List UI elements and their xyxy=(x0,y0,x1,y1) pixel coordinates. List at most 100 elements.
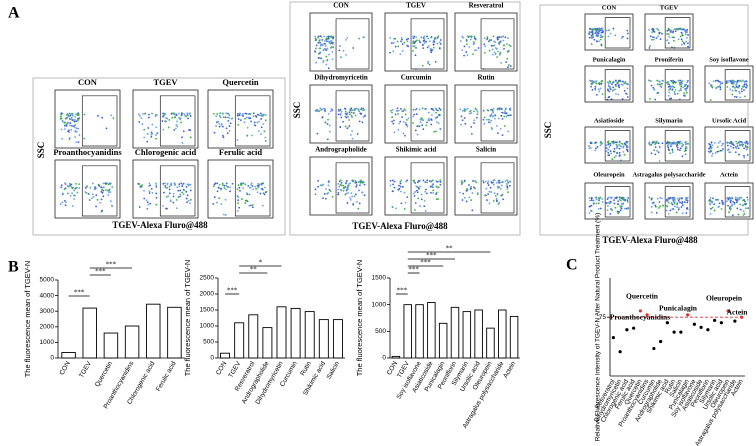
flow-dot xyxy=(685,88,687,90)
y-tick-label: 1000 xyxy=(40,339,55,346)
flow-dot xyxy=(187,184,190,187)
flow-dot xyxy=(676,202,679,205)
flow-dot xyxy=(344,110,347,113)
flow-dot xyxy=(345,113,348,116)
flow-dot xyxy=(679,82,682,85)
flow-dot xyxy=(100,210,103,213)
flow-dot xyxy=(355,107,358,110)
flow-dot xyxy=(147,203,150,206)
flow-dot xyxy=(670,86,672,89)
y-tick-label: 2500 xyxy=(200,275,215,282)
flow-dot xyxy=(612,86,615,89)
flow-dot xyxy=(488,190,491,193)
plot-title: Actein xyxy=(720,171,738,178)
y-tick-label: 0 xyxy=(210,355,214,362)
flow-dot xyxy=(509,114,512,117)
flow-dot xyxy=(607,151,610,154)
flow-dot xyxy=(613,202,616,205)
flow-dot xyxy=(437,109,439,112)
flow-dot xyxy=(731,204,733,207)
flow-dot xyxy=(253,121,256,124)
flow-dot xyxy=(432,109,435,112)
flow-dot xyxy=(77,127,80,130)
flow-dot xyxy=(340,56,342,59)
flow-dot xyxy=(74,115,77,118)
bar xyxy=(438,322,448,359)
flow-dot xyxy=(111,186,114,188)
flow-dot xyxy=(356,200,358,203)
flow-dot xyxy=(327,37,330,40)
flow-dot xyxy=(743,89,745,92)
flow-dot xyxy=(435,117,437,120)
flow-dot xyxy=(685,91,688,94)
flow-dot xyxy=(330,107,333,110)
flow-dot xyxy=(667,42,670,45)
flow-dot xyxy=(648,29,650,31)
flow-dot xyxy=(414,190,417,193)
bar xyxy=(474,309,483,359)
flow-dot xyxy=(648,141,651,144)
flow-dot xyxy=(656,79,659,82)
flow-dot xyxy=(168,119,171,121)
flow-dot xyxy=(726,144,729,147)
flow-dot xyxy=(314,47,317,50)
flow-dot xyxy=(142,113,144,115)
flow-dot xyxy=(494,41,497,44)
flow-dot xyxy=(413,192,415,195)
gate xyxy=(480,18,515,70)
flow-dot xyxy=(661,197,663,200)
flow-dot xyxy=(684,29,686,32)
flow-dot xyxy=(436,180,438,183)
flow-dot xyxy=(419,185,421,188)
flow-dot xyxy=(680,31,683,34)
flow-dot xyxy=(421,64,424,67)
flow-dot xyxy=(601,79,604,82)
flow-dot xyxy=(673,86,676,89)
flow-dot xyxy=(412,108,415,111)
flow-dot xyxy=(404,134,406,137)
flow-dot xyxy=(683,42,686,45)
gate xyxy=(604,130,631,162)
flow-dot xyxy=(483,43,486,46)
sig-label: *** xyxy=(420,259,431,267)
flow-dot xyxy=(322,183,325,186)
flow-dot xyxy=(416,181,419,184)
flow-dot xyxy=(430,191,432,194)
flow-dot xyxy=(596,29,599,32)
flow-dot xyxy=(738,198,741,201)
flow-dot xyxy=(468,112,471,115)
flow-dot xyxy=(685,89,688,92)
flow-dot xyxy=(320,57,322,60)
flow-dot xyxy=(679,142,681,145)
flow-dot xyxy=(392,190,394,193)
flow-dot xyxy=(671,88,674,91)
flow-dot xyxy=(470,35,472,38)
flow-dot xyxy=(351,116,353,118)
flow-dot xyxy=(473,122,476,125)
flow-dot xyxy=(261,113,264,116)
flow-dot xyxy=(68,112,71,115)
flow-dot xyxy=(322,60,325,62)
flow-dot xyxy=(346,202,349,204)
flow-dot xyxy=(166,186,169,189)
flow-dot xyxy=(734,146,737,148)
flow-dot xyxy=(358,189,360,192)
flow-dot xyxy=(162,128,165,131)
flow-dot xyxy=(484,194,486,196)
bar xyxy=(248,314,259,359)
flow-dot xyxy=(162,115,165,118)
flow-dot xyxy=(662,204,664,207)
bar xyxy=(318,319,329,359)
flow-dot xyxy=(746,84,749,87)
flow-dot xyxy=(617,203,619,206)
flow-dot xyxy=(681,142,683,145)
flow-dot xyxy=(470,112,473,114)
flow-dot xyxy=(236,188,239,191)
flow-dot xyxy=(746,141,749,144)
flow-dot xyxy=(358,180,361,183)
sig-label: *** xyxy=(408,266,419,274)
flow-dot xyxy=(430,123,433,126)
flow-dot xyxy=(147,127,150,129)
flow-dot xyxy=(320,35,323,38)
flow-dot xyxy=(248,113,251,115)
